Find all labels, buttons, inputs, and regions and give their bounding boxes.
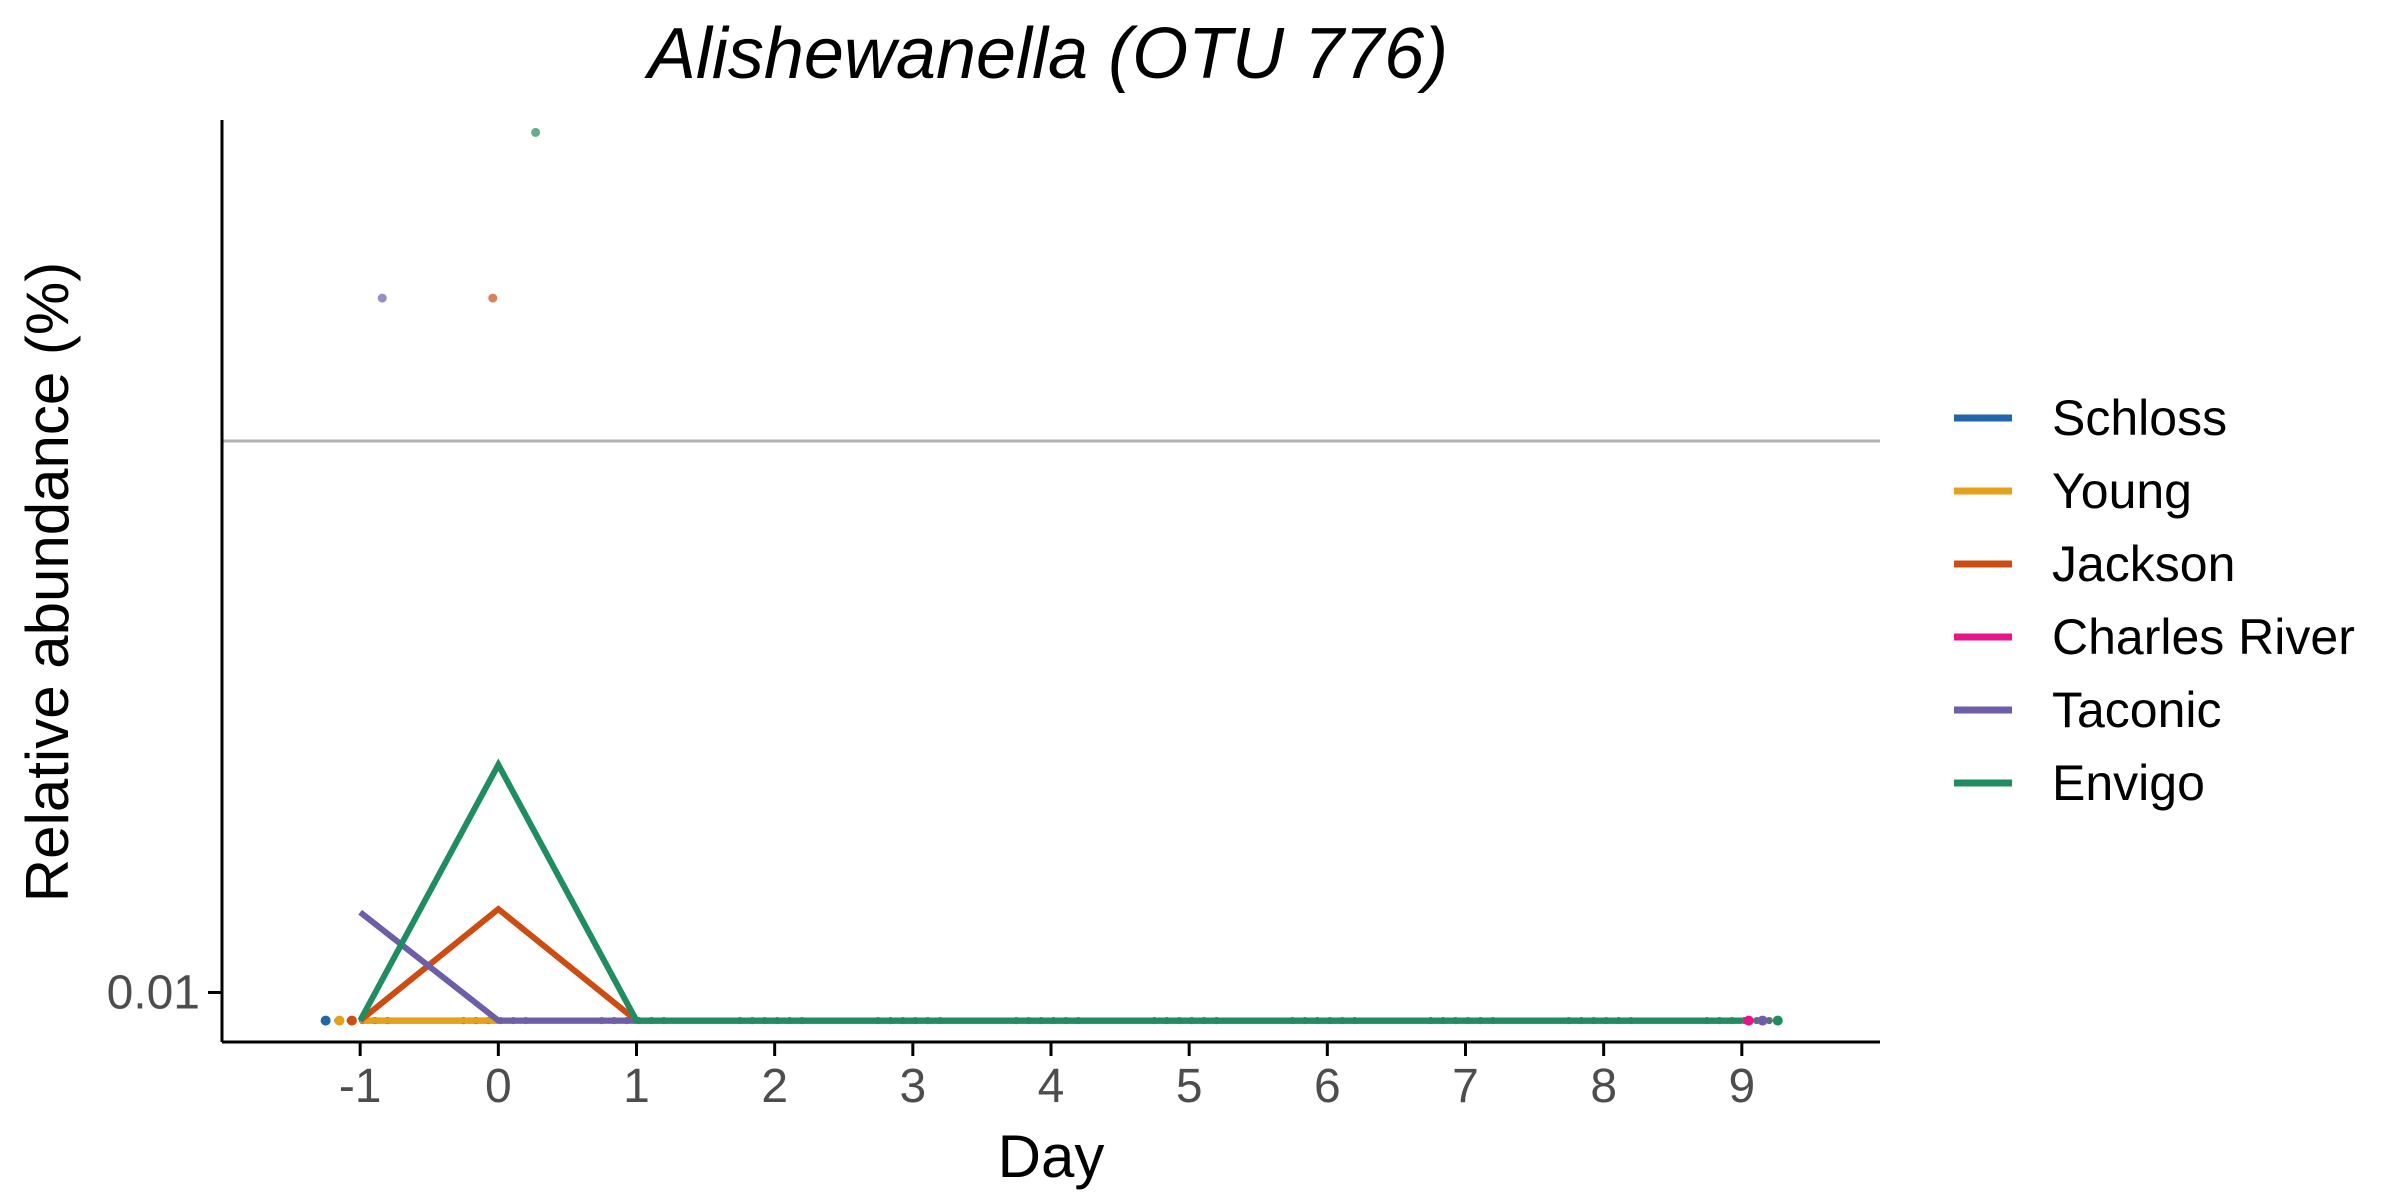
- x-tick-label: 3: [899, 1060, 926, 1113]
- y-tick-label: 0.01: [107, 966, 200, 1019]
- plot-area: [222, 127, 1880, 1026]
- outlier-point: [377, 293, 387, 303]
- outlier-point: [531, 127, 541, 137]
- x-tick-label: 4: [1038, 1060, 1065, 1113]
- x-tick-label: 5: [1176, 1060, 1203, 1113]
- chart-title: Alishewanella (OTU 776): [644, 14, 1448, 94]
- legend-label-schloss: Schloss: [2052, 390, 2227, 446]
- x-tick-label: 0: [485, 1060, 512, 1113]
- x-tick-label: -1: [339, 1060, 382, 1113]
- sample-point: [1772, 1015, 1783, 1026]
- x-tick-label: 6: [1314, 1060, 1341, 1113]
- legend-label-envigo: Envigo: [2052, 755, 2205, 811]
- x-tick-label: 8: [1590, 1060, 1617, 1113]
- x-tick-label: 9: [1728, 1060, 1755, 1113]
- sample-point: [1757, 1015, 1768, 1026]
- x-tick-label: 1: [623, 1060, 650, 1113]
- legend-label-taconic: Taconic: [2052, 682, 2222, 738]
- outlier-point: [488, 293, 498, 303]
- legend-label-young: Young: [2052, 463, 2192, 519]
- series-line-jackson: [358, 905, 1742, 1024]
- legend-label-jackson: Jackson: [2052, 536, 2235, 592]
- legend: Schloss Young Jackson Charles River Taconic E…: [1954, 390, 2355, 811]
- x-axis-title: Day: [998, 1123, 1105, 1190]
- x-axis-ticks: -1 0 1 2 3 4 5 6 7 8 9: [339, 1042, 1755, 1113]
- y-axis-title: Relative abundance (%): [14, 262, 81, 902]
- x-tick-label: 2: [761, 1060, 788, 1113]
- sample-point: [1743, 1015, 1754, 1026]
- x-tick-label: 7: [1452, 1060, 1479, 1113]
- sample-point: [1765, 1017, 1773, 1025]
- sample-point: [320, 1015, 331, 1026]
- sample-point: [346, 1015, 357, 1026]
- legend-label-charles-river: Charles River: [2052, 609, 2355, 665]
- series-line-envigo: [357, 758, 1742, 1024]
- sample-point: [334, 1015, 345, 1026]
- y-axis-ticks: 0.01: [107, 966, 222, 1019]
